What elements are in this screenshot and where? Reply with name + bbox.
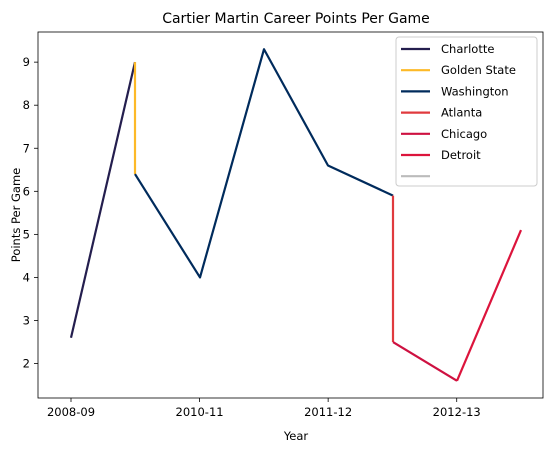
y-tick-label: 2 bbox=[23, 357, 30, 371]
series-line bbox=[455, 229, 523, 382]
x-tick-label: 2010-11 bbox=[176, 405, 224, 419]
legend-label: Chicago bbox=[441, 127, 487, 141]
x-tick-label: 2012-13 bbox=[433, 405, 481, 419]
legend: Charlotte Golden State Washington Atlanta Ch… bbox=[395, 36, 538, 187]
y-tick-label: 4 bbox=[23, 270, 30, 284]
series-lines bbox=[69, 48, 523, 382]
legend-label: Golden State bbox=[441, 63, 516, 77]
y-tick-label: 5 bbox=[23, 227, 30, 241]
legend-label: Detroit bbox=[441, 148, 481, 162]
series-line bbox=[69, 61, 137, 338]
chart-title: Cartier Martin Career Points Per Game bbox=[162, 11, 430, 27]
y-axis-label: Points Per Game bbox=[9, 168, 23, 262]
series-line bbox=[392, 341, 458, 382]
plot-area bbox=[37, 31, 544, 399]
legend-label: Charlotte bbox=[441, 42, 494, 56]
x-axis-label: Year bbox=[283, 429, 309, 443]
y-tick-label: 7 bbox=[23, 141, 30, 155]
legend-label: Atlanta bbox=[441, 106, 482, 120]
legend-box bbox=[395, 36, 538, 187]
x-tick-label: 2011-12 bbox=[304, 405, 352, 419]
series-line bbox=[134, 48, 394, 279]
x-tick-label: 2008-09 bbox=[47, 405, 95, 419]
y-tick-label: 3 bbox=[23, 313, 30, 327]
y-tick-label: 8 bbox=[23, 98, 30, 112]
y-axis-ticks: 2 3 4 5 6 7 8 9 bbox=[23, 55, 38, 371]
y-tick-label: 9 bbox=[23, 55, 30, 69]
y-tick-label: 6 bbox=[23, 184, 30, 198]
legend-label: Washington bbox=[441, 84, 509, 98]
